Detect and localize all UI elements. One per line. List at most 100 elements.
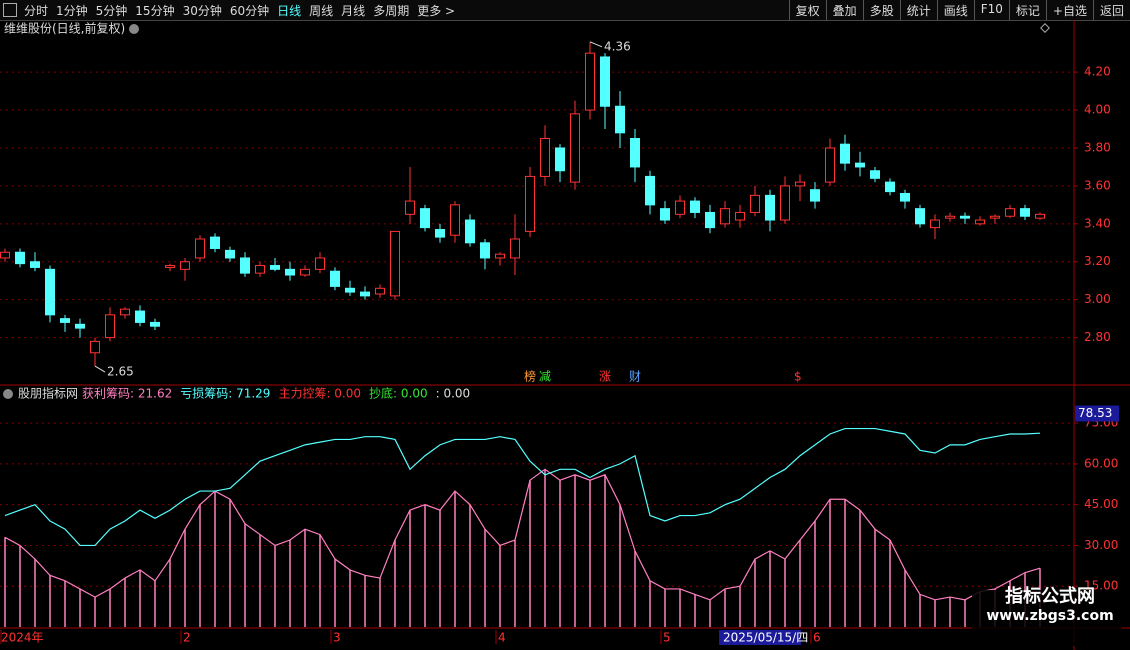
period-tab[interactable]: 30分钟: [182, 4, 222, 18]
candle-body: [1005, 208, 1015, 217]
tool-button[interactable]: 标记: [1008, 0, 1046, 20]
candle-body: [840, 143, 850, 164]
candle-body: [885, 181, 895, 193]
candle-body: [570, 113, 580, 183]
candle-body: [210, 236, 220, 249]
event-marker: 榜: [524, 369, 536, 384]
y-tick-label: 4.20: [1084, 65, 1111, 79]
indicator-title: 股朋指标网: [18, 386, 78, 401]
candle-body: [960, 215, 970, 219]
candle-body: [405, 200, 415, 215]
cursor-label: 78.53: [1078, 406, 1112, 420]
period-tab[interactable]: 周线: [309, 4, 334, 18]
candle-body: [750, 194, 760, 213]
watermark-title: 指标公式网: [1005, 585, 1095, 607]
candle-body: [165, 265, 175, 268]
chart: 维维股份(日线,前复权) 股朋指标网 获利筹码: 21.62 亏损筹码: 71.29 主…: [0, 20, 1130, 650]
period-tab[interactable]: 分时: [24, 4, 49, 18]
y-tick-label: 2.80: [1084, 330, 1111, 344]
candle-body: [510, 238, 520, 259]
high-label: 4.36: [604, 39, 631, 53]
candle-body: [390, 230, 400, 297]
candle-body: [150, 321, 160, 327]
candle-body: [615, 105, 625, 134]
candle-body: [30, 261, 40, 268]
tool-button[interactable]: 画线: [936, 0, 974, 20]
y-tick-label: 3.60: [1084, 178, 1111, 192]
candle-body: [60, 318, 70, 323]
indicator-dropdown: [3, 389, 13, 399]
candle-body: [345, 287, 355, 293]
candle-body: [855, 162, 865, 168]
period-tab[interactable]: 月线: [341, 4, 366, 18]
candle-body: [825, 147, 835, 183]
menu-icon[interactable]: [3, 3, 17, 17]
tool-button[interactable]: F10: [973, 0, 1009, 20]
candle-body: [75, 323, 85, 329]
cursor-box: [1075, 405, 1119, 422]
candle-body: [450, 204, 460, 236]
candle-body: [735, 211, 745, 221]
period-tab[interactable]: 5分钟: [95, 4, 128, 18]
event-marker: 涨: [599, 369, 611, 384]
low-label: 2.65: [107, 365, 134, 379]
candle-body: [15, 251, 25, 265]
candle-body: [1020, 208, 1030, 217]
candle-body: [795, 181, 805, 187]
candle-body: [90, 340, 100, 354]
candle-body: [270, 265, 280, 270]
title-icon: [1040, 23, 1050, 33]
event-marker: 财: [629, 370, 641, 384]
candle-body: [1035, 213, 1045, 219]
y-tick-label: 3.40: [1084, 216, 1111, 230]
y-tick-label: 3.00: [1084, 292, 1111, 306]
indicator-value: : 0.00: [436, 387, 471, 401]
tool-button[interactable]: +自选: [1045, 0, 1093, 20]
candle-body: [630, 137, 640, 168]
period-tab[interactable]: 日线: [277, 4, 302, 18]
candle-body: [495, 253, 505, 259]
candle-body: [555, 147, 565, 172]
low-pointer: [94, 365, 106, 373]
candle-body: [990, 215, 1000, 219]
y-tick-label: 3.80: [1084, 140, 1111, 154]
candle-body: [720, 208, 730, 225]
watermark-box: [972, 590, 1122, 646]
candle-body: [120, 308, 130, 316]
series-line: [4, 468, 1041, 601]
event-marker: $: [794, 370, 802, 384]
candle-body: [600, 56, 610, 107]
tool-button[interactable]: 复权: [788, 0, 826, 20]
period-tab[interactable]: 60分钟: [229, 4, 270, 18]
candle-body: [0, 251, 10, 259]
period-tab[interactable]: 多周期: [373, 4, 410, 18]
candle-body: [690, 200, 700, 213]
x-tick-label: 5: [663, 631, 671, 645]
tool-button[interactable]: 返回: [1092, 0, 1130, 20]
period-tab[interactable]: 更多 >: [417, 4, 456, 18]
tool-buttons: 复权 叠加 多股 统计 画线 F10 标记 +自选 返回: [788, 0, 1130, 20]
candle-body: [135, 310, 145, 323]
chart-title: 维维股份(日线,前复权): [4, 21, 125, 36]
period-tab[interactable]: 15分钟: [135, 4, 175, 18]
period-tab[interactable]: 1分钟: [56, 4, 88, 18]
candle-body: [765, 194, 775, 221]
tool-button[interactable]: 多股: [862, 0, 900, 20]
y-tick-label: 3.20: [1084, 254, 1111, 268]
indicator-value: 抄底: 0.00: [369, 386, 428, 401]
candle-body: [675, 200, 685, 215]
candle-body: [930, 219, 940, 229]
indicator-value: 主力控筹: 0.00: [278, 387, 361, 401]
y-tick-label: 60.00: [1084, 456, 1118, 470]
candle-body: [45, 268, 55, 316]
y-tick-label: 15.00: [1084, 579, 1118, 593]
tool-button[interactable]: 统计: [899, 0, 937, 20]
candle-body: [900, 192, 910, 202]
tool-button[interactable]: 叠加: [825, 0, 863, 20]
candle-body: [585, 52, 595, 111]
candle-body: [915, 208, 925, 225]
candle-body: [525, 175, 535, 232]
candle-body: [660, 208, 670, 221]
candle-body: [360, 291, 370, 297]
